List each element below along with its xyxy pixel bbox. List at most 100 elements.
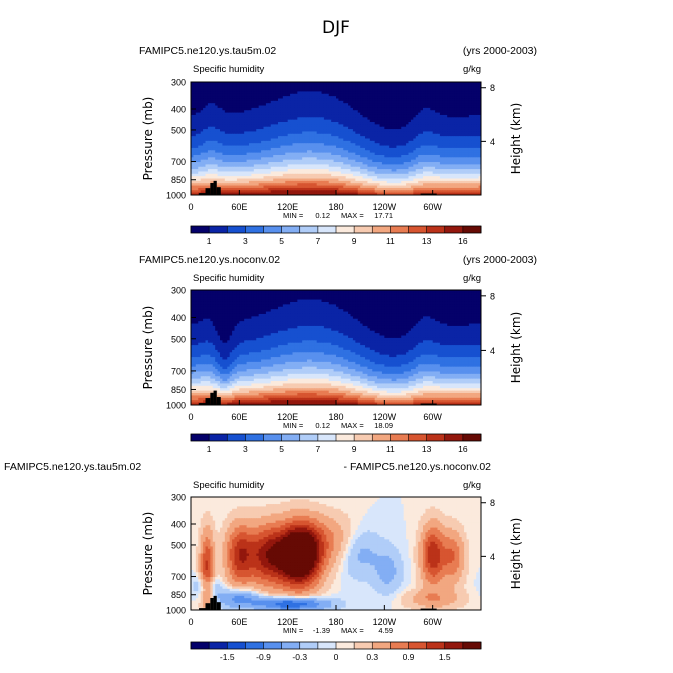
field-cell bbox=[394, 82, 397, 85]
field-cell bbox=[365, 93, 368, 97]
field-cell bbox=[420, 86, 424, 90]
field-cell bbox=[447, 84, 451, 88]
field-cell bbox=[406, 91, 409, 95]
field-cell bbox=[268, 86, 272, 90]
field-cell bbox=[415, 96, 419, 99]
field-cell bbox=[403, 91, 407, 95]
field-cell bbox=[302, 98, 306, 102]
field-cell bbox=[224, 100, 228, 104]
field-cell bbox=[333, 100, 337, 104]
field-cell bbox=[229, 84, 233, 88]
field-cell bbox=[408, 98, 412, 102]
field-cell bbox=[432, 93, 436, 97]
field-cell bbox=[427, 82, 431, 85]
field-cell bbox=[244, 98, 248, 102]
field-cell bbox=[377, 100, 380, 104]
field-cell bbox=[307, 86, 310, 90]
field-cell bbox=[336, 100, 339, 104]
field-cell bbox=[476, 98, 480, 102]
field-cell bbox=[442, 82, 446, 85]
field-cell bbox=[251, 96, 255, 99]
field-cell bbox=[280, 84, 284, 88]
field-cell bbox=[251, 89, 255, 92]
field-cell bbox=[292, 89, 296, 92]
field-cell bbox=[461, 89, 465, 92]
field-cell bbox=[406, 100, 409, 104]
field-cell bbox=[338, 82, 342, 85]
field-cell bbox=[343, 82, 347, 85]
field-cell bbox=[256, 98, 260, 102]
field-cell bbox=[413, 89, 417, 92]
field-cell bbox=[340, 91, 344, 95]
field-cell bbox=[389, 93, 393, 97]
field-cell bbox=[294, 86, 298, 90]
field-cell bbox=[261, 84, 264, 88]
field-cell bbox=[287, 98, 291, 102]
field-cell bbox=[452, 86, 455, 90]
field-cell bbox=[331, 89, 335, 92]
field-cell bbox=[437, 96, 441, 99]
field-cell bbox=[239, 86, 243, 90]
field-cell bbox=[304, 89, 308, 92]
field-cell bbox=[261, 91, 264, 95]
field-cell bbox=[372, 82, 376, 85]
field-cell bbox=[321, 98, 325, 102]
field-cell bbox=[311, 98, 315, 102]
field-cell bbox=[384, 89, 388, 92]
field-cell bbox=[362, 82, 366, 85]
field-cell bbox=[307, 82, 310, 85]
field-cell bbox=[253, 100, 257, 104]
field-cell bbox=[280, 93, 284, 97]
field-cell bbox=[278, 86, 281, 90]
field-cell bbox=[406, 82, 409, 85]
field-cell bbox=[413, 93, 417, 97]
field-cell bbox=[244, 82, 248, 85]
field-cell bbox=[466, 96, 470, 99]
field-cell bbox=[302, 89, 306, 92]
field-cell bbox=[403, 100, 407, 104]
field-cell bbox=[265, 89, 269, 92]
field-cell bbox=[372, 96, 376, 99]
field-cell bbox=[198, 98, 202, 102]
field-cell bbox=[241, 98, 245, 102]
field-cell bbox=[270, 86, 274, 90]
field-cell bbox=[396, 84, 400, 88]
field-cell bbox=[278, 89, 281, 92]
field-cell bbox=[261, 82, 264, 85]
field-cell bbox=[292, 84, 296, 88]
field-cell bbox=[468, 91, 472, 95]
field-cell bbox=[285, 86, 289, 90]
field-cell bbox=[398, 96, 402, 99]
field-cell bbox=[425, 96, 429, 99]
field-cell bbox=[444, 89, 448, 92]
field-cell bbox=[261, 86, 264, 90]
field-cell bbox=[292, 100, 296, 104]
field-cell bbox=[372, 86, 376, 90]
field-cell bbox=[355, 91, 359, 95]
field-cell bbox=[461, 82, 465, 85]
field-cell bbox=[239, 89, 243, 92]
field-cell bbox=[423, 93, 426, 97]
field-cell bbox=[355, 96, 359, 99]
field-cell bbox=[299, 82, 303, 85]
field-cell bbox=[321, 91, 325, 95]
field-cell bbox=[198, 91, 202, 95]
field-cell bbox=[352, 96, 356, 99]
field-cell bbox=[311, 86, 315, 90]
field-cell bbox=[427, 93, 431, 97]
field-cell bbox=[471, 91, 475, 95]
field-cell bbox=[331, 84, 335, 88]
field-cell bbox=[198, 86, 202, 90]
field-cell bbox=[207, 93, 211, 97]
field-cell bbox=[449, 98, 453, 102]
field-cell bbox=[232, 89, 235, 92]
field-cell bbox=[348, 89, 351, 92]
field-cell bbox=[333, 82, 337, 85]
field-cell bbox=[384, 93, 388, 97]
field-cell bbox=[193, 91, 197, 95]
field-cell bbox=[374, 89, 378, 92]
subtitle: Specific humidity bbox=[193, 64, 265, 75]
field-cell bbox=[386, 84, 390, 88]
field-cell bbox=[415, 98, 419, 102]
